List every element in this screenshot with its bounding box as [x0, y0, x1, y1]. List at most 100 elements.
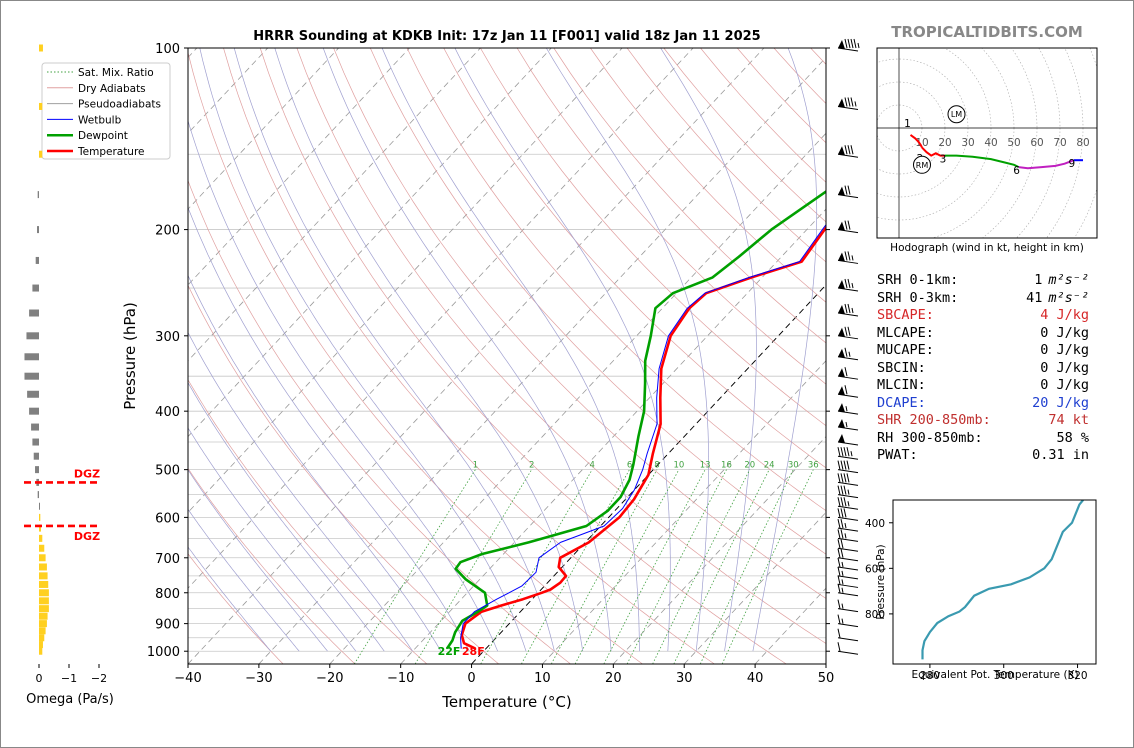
parameter-value: 1 m²s⁻²	[1034, 272, 1089, 290]
barb-full	[844, 38, 848, 49]
mixing-ratio-line	[414, 469, 533, 664]
y-tick-label: 900	[155, 618, 180, 633]
y-tick-label: 800	[155, 587, 180, 602]
barb-half	[848, 351, 851, 357]
barb-full	[837, 485, 841, 495]
theta-y-tick-label: 400	[865, 518, 885, 530]
parameter-row: DCAPE: 20 J/kg	[877, 395, 1097, 413]
mixing-ratio-line	[626, 469, 727, 664]
hodo-segment	[909, 134, 923, 149]
barb-full	[847, 303, 851, 314]
parameter-value: 0 J/kg	[1040, 325, 1089, 343]
barb-pennant	[838, 146, 845, 156]
mixing-ratio-line	[574, 469, 680, 664]
barb-pennant	[838, 327, 845, 337]
wind-barbs	[837, 38, 860, 655]
omega-xlabel: Omega (Pa/s)	[26, 692, 114, 707]
x-tick-label: 20	[605, 671, 622, 686]
barb-full	[850, 145, 854, 155]
barb-full	[843, 460, 847, 470]
barb-full	[846, 473, 850, 483]
omega-bar	[39, 597, 49, 605]
barb-full	[847, 38, 851, 49]
barb-pennant	[838, 221, 845, 231]
omega-bar	[29, 309, 39, 317]
wind-barb	[837, 566, 859, 580]
x-tick-label: 30	[676, 671, 693, 686]
barb-full	[847, 220, 851, 230]
theta-e-frame	[892, 499, 1097, 665]
wind-barb	[837, 614, 859, 628]
pseudoadiabat	[381, 48, 640, 652]
barb-full	[837, 539, 841, 549]
omega-bar	[39, 605, 49, 613]
barb-full	[837, 642, 841, 652]
pseudoadiabat	[188, 546, 272, 652]
wind-barb	[837, 385, 859, 398]
barb-full	[837, 566, 841, 576]
pseudoadiabat	[454, 48, 671, 652]
barb-full	[847, 185, 851, 195]
legend-entry: Wetbulb	[78, 114, 122, 126]
wind-barb	[837, 460, 859, 474]
omega-bar	[31, 423, 39, 431]
barb-staff	[837, 608, 859, 613]
y-tick-label: 100	[155, 42, 180, 57]
hodograph-frame	[876, 47, 1098, 239]
barb-staff	[837, 441, 859, 446]
barb-staff	[837, 287, 859, 292]
pseudoadiabat	[188, 119, 499, 652]
omega-tick-label: −2	[91, 672, 107, 685]
mixing-ratio-label: 13	[700, 461, 711, 471]
barb-full	[837, 557, 841, 568]
hodo-marker-label: LM	[951, 110, 962, 119]
parameter-label: RH 300-850mb:	[877, 429, 983, 446]
barb-staff	[837, 426, 859, 431]
barb-pennant	[838, 348, 845, 358]
mixing-ratio-label: 16	[721, 461, 732, 471]
barb-full	[837, 575, 841, 585]
barb-full	[844, 145, 848, 155]
mixing-ratio-label: 8	[654, 461, 659, 471]
hodo-ring-label: 70	[1053, 137, 1066, 149]
mixing-ratio-line	[673, 469, 770, 664]
parameter-label: MLCIN:	[877, 377, 926, 393]
barb-full	[837, 628, 841, 638]
barb-full	[837, 614, 841, 624]
barb-half	[847, 489, 850, 495]
mixing-ratio-line	[353, 469, 476, 664]
barb-full	[837, 508, 841, 518]
barb-full	[837, 548, 841, 558]
barb-staff	[837, 650, 859, 655]
pseudoadiabat	[274, 48, 584, 652]
barb-half	[850, 451, 853, 457]
legend: Sat. Mix. Ratio Dry Adiabats Pseudoadiabat…	[41, 62, 171, 160]
wind-barb	[837, 185, 859, 199]
mixing-ratio-label: 24	[764, 461, 775, 471]
parameter-label: MUCAPE:	[877, 342, 934, 358]
omega-bar	[39, 634, 45, 642]
isotherm-line	[188, 48, 694, 589]
barb-full	[847, 251, 851, 261]
omega-tick-label: −1	[61, 672, 77, 685]
parameter-value: 4 J/kg	[1040, 307, 1089, 325]
barb-full	[840, 460, 844, 470]
barb-full	[844, 367, 848, 377]
barb-full	[840, 447, 844, 457]
skewt-axes: 22F 28F −40 −30 −20 −10 0 10 20 30 40 50 100 200 300 40…	[147, 42, 834, 686]
mixing-ratio-line	[721, 469, 814, 664]
hodo-ring-label: 60	[1030, 137, 1043, 149]
parameter-row: MLCAPE: 0 J/kg	[877, 325, 1097, 343]
y-tick-label: 300	[155, 330, 180, 345]
parameter-row: SRH 0-3km: 41 m²s⁻²	[877, 290, 1097, 308]
pseudoadiabat	[188, 508, 300, 652]
barb-staff	[837, 393, 859, 398]
barb-full	[844, 303, 848, 314]
barb-full	[837, 447, 841, 457]
dry-adiabat	[223, 48, 715, 664]
omega-bar	[39, 612, 48, 620]
parameter-row: SBCAPE: 4 J/kg	[877, 307, 1097, 325]
wind-barb	[837, 326, 859, 340]
hodo-segment	[921, 146, 945, 157]
hodo-segment	[1018, 159, 1075, 170]
